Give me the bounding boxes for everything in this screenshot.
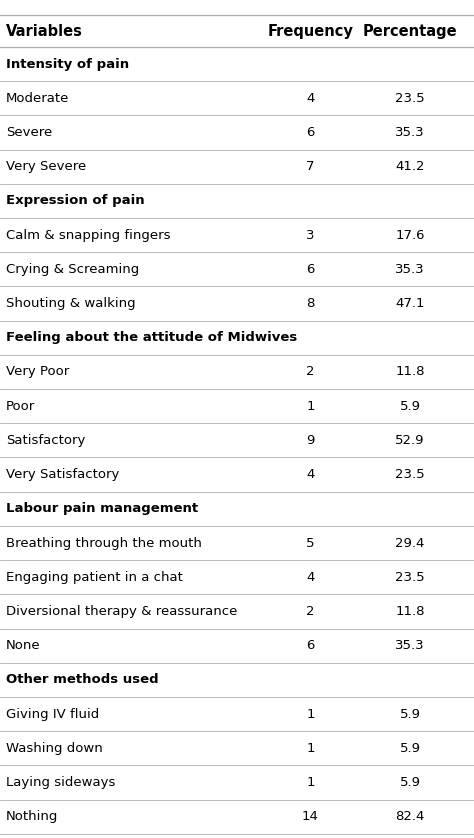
Text: 82.4: 82.4 bbox=[395, 810, 425, 823]
Text: Shouting & walking: Shouting & walking bbox=[6, 297, 135, 310]
Text: 4: 4 bbox=[306, 91, 315, 105]
Text: 41.2: 41.2 bbox=[395, 160, 425, 173]
Text: Satisfactory: Satisfactory bbox=[6, 434, 85, 447]
Text: 3: 3 bbox=[306, 229, 315, 241]
Text: Breathing through the mouth: Breathing through the mouth bbox=[6, 536, 201, 550]
Text: 35.3: 35.3 bbox=[395, 126, 425, 139]
Text: 1: 1 bbox=[306, 742, 315, 755]
Text: 14: 14 bbox=[302, 810, 319, 823]
Text: 23.5: 23.5 bbox=[395, 468, 425, 481]
Text: 2: 2 bbox=[306, 365, 315, 379]
Text: Crying & Screaming: Crying & Screaming bbox=[6, 263, 139, 276]
Text: Poor: Poor bbox=[6, 400, 35, 412]
Text: 1: 1 bbox=[306, 400, 315, 412]
Text: 5: 5 bbox=[306, 536, 315, 550]
Text: 9: 9 bbox=[306, 434, 315, 447]
Text: 1: 1 bbox=[306, 707, 315, 721]
Text: Very Severe: Very Severe bbox=[6, 160, 86, 173]
Text: 52.9: 52.9 bbox=[395, 434, 425, 447]
Text: Nothing: Nothing bbox=[6, 810, 58, 823]
Text: 35.3: 35.3 bbox=[395, 263, 425, 276]
Text: 4: 4 bbox=[306, 571, 315, 584]
Text: 6: 6 bbox=[306, 126, 315, 139]
Text: 35.3: 35.3 bbox=[395, 639, 425, 652]
Text: Giving IV fluid: Giving IV fluid bbox=[6, 707, 99, 721]
Text: 23.5: 23.5 bbox=[395, 571, 425, 584]
Text: 11.8: 11.8 bbox=[395, 365, 425, 379]
Text: Moderate: Moderate bbox=[6, 91, 69, 105]
Text: 5.9: 5.9 bbox=[400, 400, 420, 412]
Text: Frequency: Frequency bbox=[267, 23, 354, 39]
Text: 4: 4 bbox=[306, 468, 315, 481]
Text: 8: 8 bbox=[306, 297, 315, 310]
Text: Washing down: Washing down bbox=[6, 742, 102, 755]
Text: Laying sideways: Laying sideways bbox=[6, 776, 115, 789]
Text: Calm & snapping fingers: Calm & snapping fingers bbox=[6, 229, 170, 241]
Text: Diversional therapy & reassurance: Diversional therapy & reassurance bbox=[6, 605, 237, 618]
Text: Labour pain management: Labour pain management bbox=[6, 502, 198, 515]
Text: None: None bbox=[6, 639, 40, 652]
Text: Expression of pain: Expression of pain bbox=[6, 194, 144, 207]
Text: Engaging patient in a chat: Engaging patient in a chat bbox=[6, 571, 182, 584]
Text: 7: 7 bbox=[306, 160, 315, 173]
Text: 47.1: 47.1 bbox=[395, 297, 425, 310]
Text: Severe: Severe bbox=[6, 126, 52, 139]
Text: 11.8: 11.8 bbox=[395, 605, 425, 618]
Text: Intensity of pain: Intensity of pain bbox=[6, 58, 129, 70]
Text: 17.6: 17.6 bbox=[395, 229, 425, 241]
Text: 6: 6 bbox=[306, 263, 315, 276]
Text: 6: 6 bbox=[306, 639, 315, 652]
Text: Other methods used: Other methods used bbox=[6, 674, 158, 686]
Text: 5.9: 5.9 bbox=[400, 776, 420, 789]
Text: Feeling about the attitude of Midwives: Feeling about the attitude of Midwives bbox=[6, 331, 297, 344]
Text: 5.9: 5.9 bbox=[400, 742, 420, 755]
Text: Very Satisfactory: Very Satisfactory bbox=[6, 468, 119, 481]
Text: 2: 2 bbox=[306, 605, 315, 618]
Text: 23.5: 23.5 bbox=[395, 91, 425, 105]
Text: Percentage: Percentage bbox=[363, 23, 457, 39]
Text: Very Poor: Very Poor bbox=[6, 365, 69, 379]
Text: 1: 1 bbox=[306, 776, 315, 789]
Text: 29.4: 29.4 bbox=[395, 536, 425, 550]
Text: 5.9: 5.9 bbox=[400, 707, 420, 721]
Text: Variables: Variables bbox=[6, 23, 82, 39]
